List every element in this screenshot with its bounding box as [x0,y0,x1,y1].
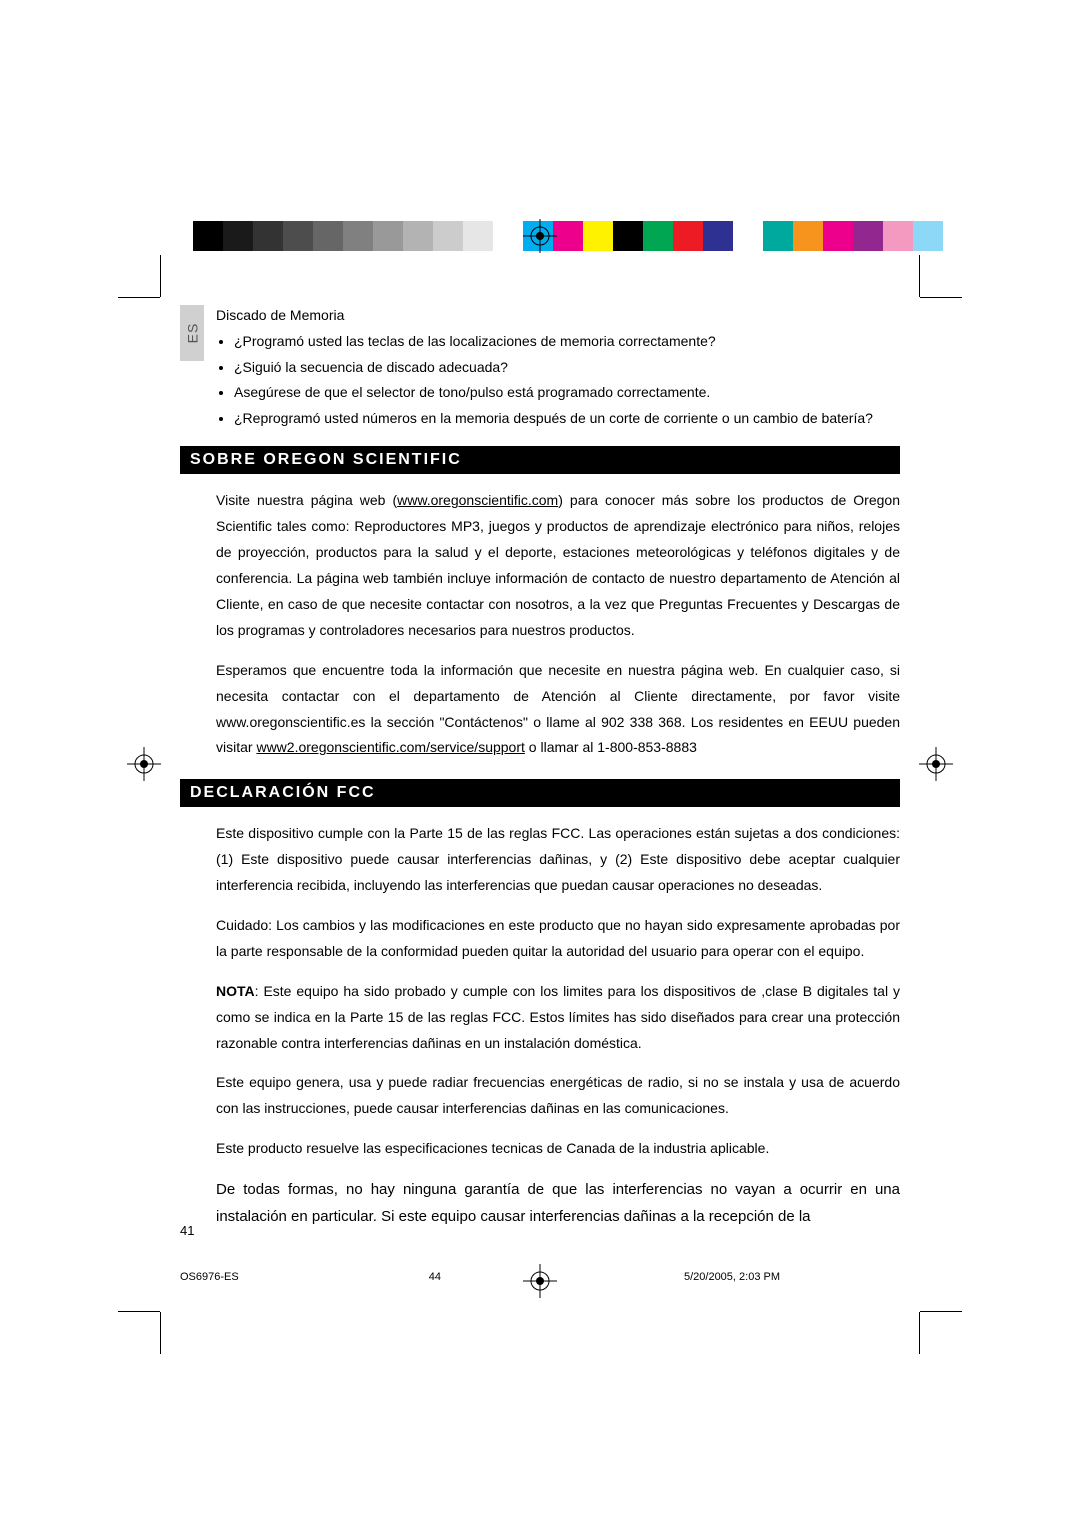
gray-swatch [283,221,313,251]
gray-swatch [253,221,283,251]
fcc-paragraph-3: NOTA: Este equipo ha sido probado y cump… [216,979,900,1057]
color-swatch [583,221,613,251]
color-swatch [883,221,913,251]
crop-mark [919,1312,920,1354]
color-swatch [763,221,793,251]
gray-swatch [343,221,373,251]
link-oregonscientific: www.oregonscientific.com [397,492,558,508]
footer: OS6976-ES 44 5/20/2005, 2:03 PM [180,1271,900,1283]
footer-datetime: 5/20/2005, 2:03 PM [684,1271,780,1283]
color-swatch [913,221,943,251]
crop-mark [118,1311,160,1312]
color-swatch [823,221,853,251]
color-swatch [853,221,883,251]
footer-page: 44 [429,1271,441,1283]
discado-title: Discado de Memoria [216,305,900,326]
gray-swatch [403,221,433,251]
link-support: www2.oregonscientific.com/service/suppor… [256,739,524,755]
color-swatch [943,221,973,251]
gray-swatch [433,221,463,251]
color-swatch [733,221,763,251]
registration-mark-icon [919,747,953,781]
about-paragraph-2: Esperamos que encuentre toda la informac… [216,658,900,762]
list-item: ¿Programó usted las teclas de las locali… [234,332,900,352]
crop-mark [919,255,920,297]
list-item: Asegúrese de que el selector de tono/pul… [234,383,900,403]
fcc-paragraph-6: De todas formas, no hay ninguna garantía… [216,1176,900,1230]
color-swatch [553,221,583,251]
about-paragraph-1: Visite nuestra página web (www.oregonsci… [216,488,900,643]
fcc-paragraph-1: Este dispositivo cumple con la Parte 15 … [216,821,900,899]
crop-mark [920,1311,962,1312]
registration-mark-icon [523,219,557,253]
color-swatch [673,221,703,251]
fcc-paragraph-2: Cuidado: Los cambios y las modificacione… [216,913,900,965]
page-content: ES Discado de Memoria ¿Programó usted la… [180,305,900,1244]
footer-filename: OS6976-ES [180,1271,239,1283]
color-swatch [613,221,643,251]
gray-swatch [463,221,493,251]
discado-list: ¿Programó usted las teclas de las locali… [216,332,900,428]
gray-swatch [493,221,523,251]
color-swatch [703,221,733,251]
language-tab: ES [180,305,204,361]
gray-swatch [373,221,403,251]
gray-swatch [193,221,223,251]
fcc-paragraph-4: Este equipo genera, usa y puede radiar f… [216,1070,900,1122]
color-swatch [793,221,823,251]
page-number: 41 [180,1223,194,1238]
crop-mark [920,297,962,298]
language-label: ES [184,323,200,344]
gray-swatch [223,221,253,251]
registration-mark-icon [127,747,161,781]
list-item: ¿Reprogramó usted números en la memoria … [234,409,900,429]
section-heading-fcc: DECLARACIÓN FCC [180,779,900,807]
crop-mark [118,297,160,298]
crop-mark [160,255,161,297]
crop-mark [160,1312,161,1354]
gray-swatch [313,221,343,251]
list-item: ¿Siguió la secuencia de discado adecuada… [234,358,900,378]
section-heading-about: SOBRE OREGON SCIENTIFIC [180,446,900,474]
color-swatch [643,221,673,251]
fcc-paragraph-5: Este producto resuelve las especificacio… [216,1136,900,1162]
